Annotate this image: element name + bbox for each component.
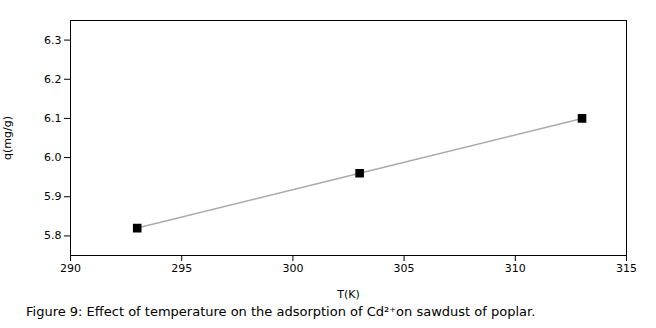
svg-text:315: 315 [616,262,637,275]
svg-text:6.0: 6.0 [44,151,62,164]
svg-text:5.9: 5.9 [44,190,62,203]
svg-text:6.1: 6.1 [44,112,62,125]
html-text:Figure 9: Effect of temperatur: Figure 9: Effect of temperature on the a… [26,304,536,319]
svg-text:T(K): T(K) [336,288,360,301]
svg-text:6.2: 6.2 [44,73,62,86]
svg-text:300: 300 [282,262,303,275]
svg-text:305: 305 [394,262,415,275]
svg-text:q(mg/g): q(mg/g) [1,116,14,160]
svg-text:310: 310 [505,262,526,275]
svg-text:6.3: 6.3 [44,34,62,47]
svg-text:5.8: 5.8 [44,229,62,242]
svg-text:295: 295 [171,262,192,275]
svg-text:290: 290 [60,262,81,275]
